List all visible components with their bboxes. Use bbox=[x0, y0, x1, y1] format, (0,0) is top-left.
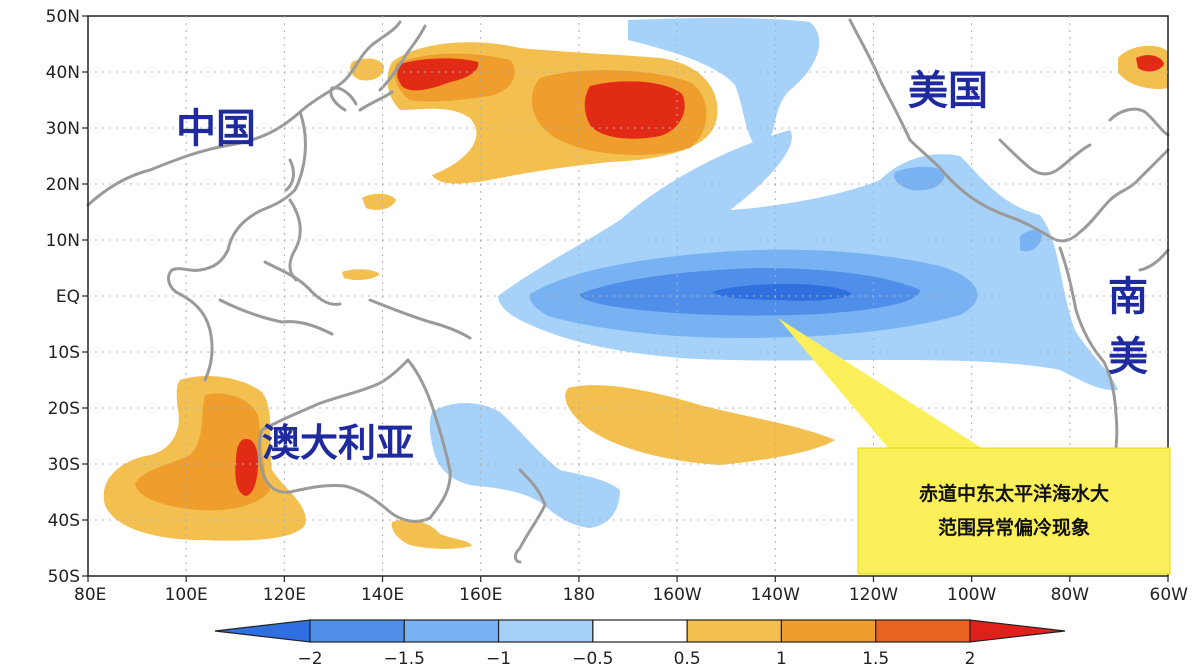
lon-tick-label: 140W bbox=[751, 585, 800, 605]
warm-core-japan bbox=[397, 58, 479, 91]
latitude-ticks: 50N 40N 30N 20N 10N EQ 10S 20S 30S 40S 50S bbox=[46, 7, 88, 587]
cool-tongue-core bbox=[712, 284, 852, 301]
warm-core-central-north-pacific bbox=[584, 81, 685, 139]
label-south-america-1: 南 bbox=[1108, 274, 1148, 320]
coastlines bbox=[86, 18, 1170, 564]
callout-line-2: 范围异常偏冷现象 bbox=[938, 516, 1090, 539]
colorbar-bin bbox=[497, 619, 594, 643]
label-china: 中国 bbox=[176, 106, 256, 152]
cool-band-ne-pacific bbox=[628, 18, 820, 150]
warm-core-w-australia bbox=[235, 439, 258, 496]
colorbar-tick-label: 2 bbox=[965, 649, 976, 669]
lat-tick-label: 40S bbox=[48, 511, 80, 531]
colorbar-ticks: −2 −1.5 −1 −0.5 0.5 1 1.5 2 bbox=[297, 649, 975, 669]
lat-tick-label: 20N bbox=[46, 175, 80, 195]
lat-tick-label: 10N bbox=[46, 231, 80, 251]
callout-pointer bbox=[778, 318, 985, 450]
lon-tick-label: 180 bbox=[563, 585, 595, 605]
coast-new-zealand bbox=[513, 468, 547, 564]
lat-tick-label: 20S bbox=[48, 399, 80, 419]
lat-tick-label: EQ bbox=[56, 287, 80, 307]
warm-band-south-pacific bbox=[565, 385, 835, 465]
lat-tick-label: 50S bbox=[48, 567, 80, 587]
lon-tick-label: 60W bbox=[1150, 585, 1189, 605]
colorbar-tick-label: 0.5 bbox=[674, 649, 701, 669]
label-south-america-2: 美 bbox=[1108, 334, 1148, 380]
lon-tick-label: 80W bbox=[1051, 585, 1090, 605]
cool-anomalies bbox=[429, 18, 1118, 528]
warm-core-nw-atlantic bbox=[1136, 55, 1164, 72]
lat-tick-label: 30N bbox=[46, 119, 80, 139]
lon-tick-label: 160E bbox=[459, 585, 502, 605]
coast-south-america bbox=[1058, 246, 1170, 472]
warm-patch-2 bbox=[362, 193, 396, 210]
warm-patch-3 bbox=[342, 269, 380, 281]
colorbar-tick-label: −1.5 bbox=[384, 649, 425, 669]
colorbar-bin bbox=[875, 619, 971, 643]
cool-patch-panama bbox=[1020, 230, 1042, 252]
colorbar-tick-label: −1 bbox=[486, 649, 511, 669]
grid-lines bbox=[88, 16, 1168, 576]
callout: 赤道中东太平洋海水大 范围异常偏冷现象 bbox=[778, 318, 1171, 575]
lat-tick-label: 40N bbox=[46, 63, 80, 83]
lon-tick-label: 100E bbox=[165, 585, 208, 605]
colorbar-left-arrow bbox=[214, 619, 311, 643]
lon-tick-label: 160W bbox=[652, 585, 701, 605]
lon-tick-label: 120E bbox=[263, 585, 306, 605]
lat-tick-label: 30S bbox=[48, 455, 80, 475]
lon-tick-label: 120W bbox=[849, 585, 898, 605]
colorbar-tick-label: 1 bbox=[776, 649, 787, 669]
lon-tick-label: 100W bbox=[947, 585, 996, 605]
coast-japan bbox=[358, 24, 427, 112]
colorbar-bin bbox=[686, 619, 783, 643]
label-australia: 澳大利亚 bbox=[262, 421, 414, 465]
lon-tick-label: 140E bbox=[361, 585, 404, 605]
colorbar-bin bbox=[592, 619, 688, 643]
coast-australia bbox=[257, 358, 452, 523]
label-usa: 美国 bbox=[908, 68, 988, 114]
colorbar-bin bbox=[780, 619, 877, 643]
lat-tick-label: 10S bbox=[48, 343, 80, 363]
callout-line-1: 赤道中东太平洋海水大 bbox=[919, 482, 1109, 505]
colorbar bbox=[214, 619, 1066, 643]
cool-blob-tasman bbox=[429, 403, 620, 528]
coast-north-america bbox=[848, 18, 1170, 243]
warm-patch-s-australia bbox=[391, 519, 472, 549]
coast-taiwan-philippines bbox=[284, 158, 302, 282]
colorbar-right-arrow bbox=[969, 619, 1066, 643]
longitude-ticks: 80E 100E 120E 140E 160E 180 160W 140W 120W 100W 80… bbox=[74, 576, 1188, 605]
colorbar-bin bbox=[403, 619, 500, 643]
colorbar-tick-label: −0.5 bbox=[572, 649, 613, 669]
colorbar-bin bbox=[309, 619, 405, 643]
colorbar-tick-label: −2 bbox=[297, 649, 322, 669]
coast-maritime bbox=[218, 260, 472, 340]
callout-box bbox=[857, 447, 1171, 575]
warm-anomalies bbox=[103, 42, 1168, 549]
coast-asia bbox=[86, 20, 402, 382]
colorbar-tick-label: 1.5 bbox=[862, 649, 889, 669]
lon-tick-label: 80E bbox=[74, 585, 106, 605]
cool-patch-mexico bbox=[894, 166, 945, 191]
lat-tick-label: 50N bbox=[46, 7, 80, 27]
